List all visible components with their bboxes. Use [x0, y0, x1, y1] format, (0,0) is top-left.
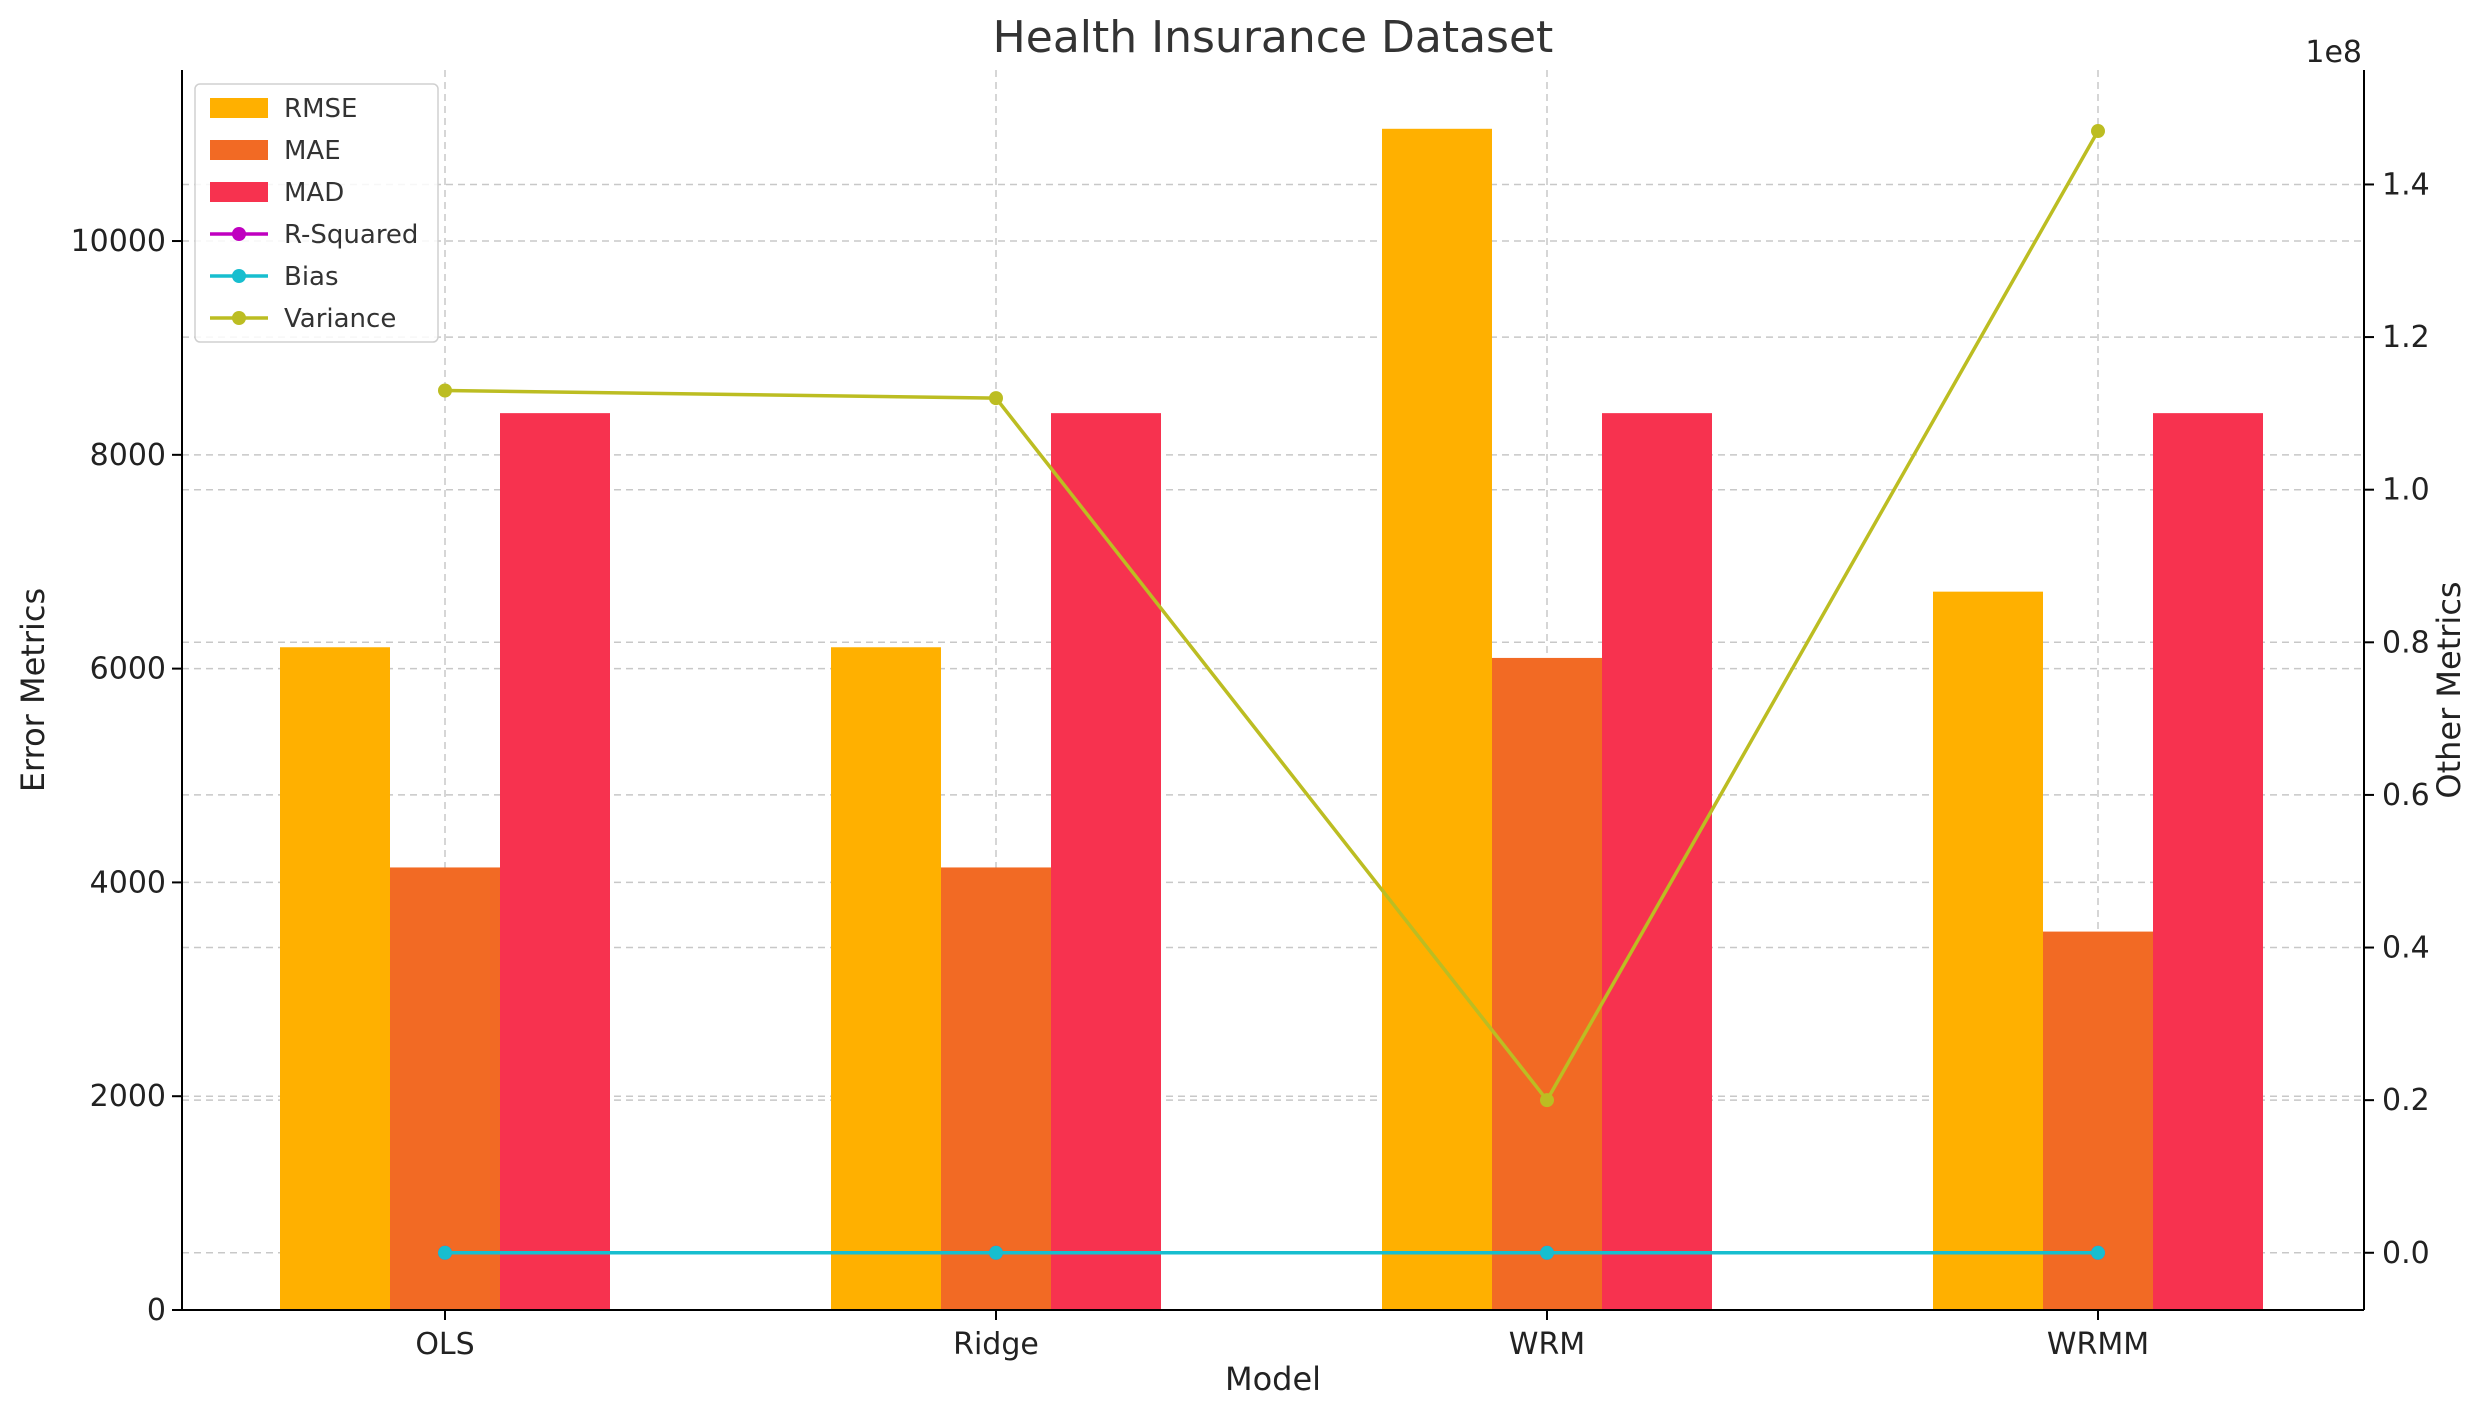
legend-swatch-rmse: [210, 98, 268, 118]
y-tick-label: 4000: [90, 865, 166, 900]
bar-mad-wrmm: [2153, 413, 2263, 1310]
bar-rmse-ols: [280, 647, 390, 1310]
bar-mae-wrm: [1492, 657, 1602, 1310]
point-bias-ols: [438, 1245, 452, 1260]
y-tick-label: 0: [147, 1293, 166, 1328]
axes-layer: [181, 70, 2365, 1311]
y-tick-label: 8000: [90, 438, 166, 473]
legend-marker-bias: [232, 269, 246, 283]
y2-tick-label: 0.4: [2382, 931, 2430, 966]
y-axis-label: Error Metrics: [14, 588, 52, 792]
y2-tick-label: 0.2: [2382, 1083, 2430, 1118]
lines-layer: [438, 124, 2105, 1260]
y2-tick-label: 1.2: [2382, 320, 2430, 355]
x-tick-label: OLS: [415, 1327, 474, 1362]
bars-layer: [280, 128, 2263, 1311]
bar-rmse-wrm: [1382, 128, 1492, 1311]
y2-tick-label: 0.8: [2382, 625, 2430, 660]
bar-rmse-ridge: [831, 647, 941, 1310]
x-tick-label: WRMM: [2047, 1327, 2149, 1362]
x-axis-label: Model: [1225, 1360, 1321, 1398]
bar-rmse-wrmm: [1933, 591, 2043, 1310]
legend-label-bias: Bias: [284, 262, 339, 292]
point-bias-ridge: [989, 1245, 1003, 1260]
legend-label-r-squared: R-Squared: [284, 220, 418, 250]
y-tick-label: 2000: [90, 1079, 166, 1114]
y2-tick-label: 1.4: [2382, 167, 2430, 202]
point-variance-wrmm: [2091, 124, 2105, 139]
point-variance-ridge: [989, 391, 1003, 406]
x-tick-label: Ridge: [953, 1327, 1039, 1362]
legend-swatch-mad: [210, 182, 268, 202]
y-tick-label: 6000: [90, 652, 166, 687]
y2-tick-label: 0.6: [2382, 778, 2430, 813]
point-variance-wrm: [1540, 1093, 1554, 1108]
chart-title: Health Insurance Dataset: [993, 12, 1554, 63]
legend: RMSE MAE MAD R-Squared Bias Variance: [194, 83, 439, 343]
bar-mad-ridge: [1051, 413, 1161, 1310]
y-tick-label: 10000: [71, 224, 166, 259]
bar-mad-wrm: [1602, 413, 1712, 1310]
ticks-layer: 0 2000 4000 6000 8000 10000 0.0 0.2 0.4 0.6 0.8 1.0…: [71, 167, 2430, 1362]
y2-tick-label: 1.0: [2382, 473, 2430, 508]
legend-marker-variance: [232, 311, 246, 325]
point-bias-wrmm: [2091, 1245, 2105, 1260]
y2-offset-label: 1e8: [2305, 35, 2362, 70]
point-variance-ols: [438, 383, 452, 398]
bar-mae-ols: [390, 867, 500, 1310]
y2-tick-label: 0.0: [2382, 1236, 2430, 1271]
x-tick-label: WRM: [1509, 1327, 1585, 1362]
legend-label-mae: MAE: [284, 136, 341, 166]
bar-mae-ridge: [941, 867, 1051, 1310]
bar-mad-ols: [500, 413, 610, 1310]
legend-label-rmse: RMSE: [284, 94, 357, 124]
legend-marker-r-squared: [232, 227, 246, 241]
point-bias-wrm: [1540, 1245, 1554, 1260]
legend-label-mad: MAD: [284, 178, 344, 208]
legend-swatch-mae: [210, 140, 268, 160]
y2-axis-label: Other Metrics: [2430, 581, 2468, 798]
line-variance: [444, 130, 2100, 1104]
legend-label-variance: Variance: [284, 304, 396, 334]
